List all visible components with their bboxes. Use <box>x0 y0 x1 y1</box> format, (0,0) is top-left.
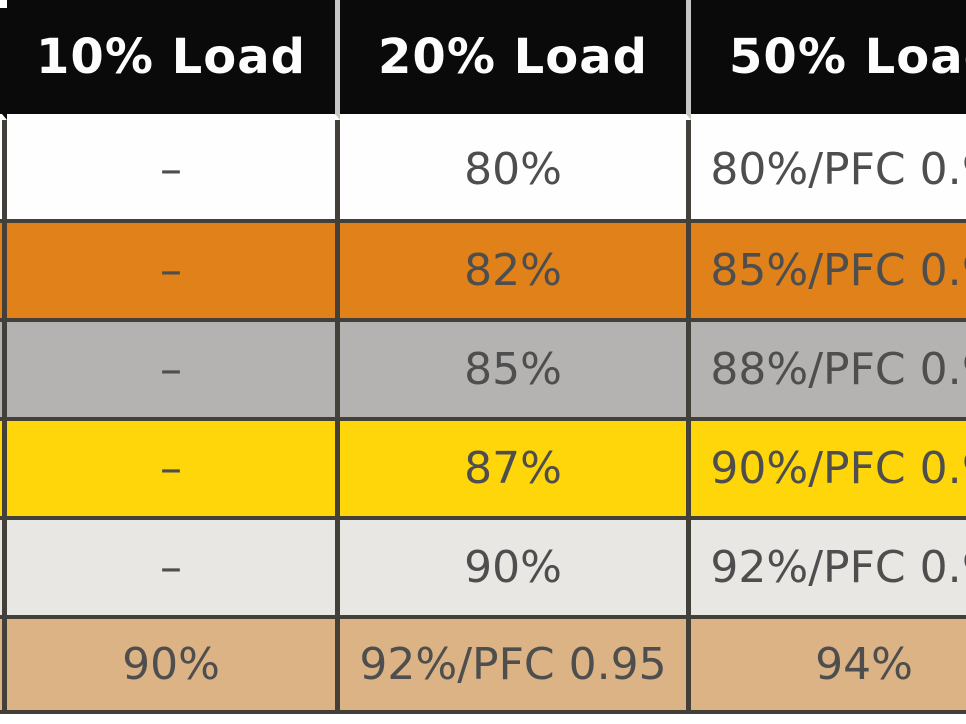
cropped-left-cell <box>0 120 7 219</box>
cropped-left-cell <box>0 219 7 318</box>
cropped-left-header-cell <box>0 0 7 120</box>
table-row-platinum: – 90% 92%/PFC 0.95 <box>0 516 966 615</box>
cell-10-load: – <box>7 219 340 318</box>
cell-20-load: 87% <box>340 417 691 516</box>
cell-20-load: 82% <box>340 219 691 318</box>
top-left-white-notch <box>0 0 7 8</box>
cell-50-load: 88%/PFC 0.90 <box>691 318 966 417</box>
cell-10-load: – <box>7 516 340 615</box>
cropped-left-cell <box>0 318 7 417</box>
cropped-left-cell <box>0 516 7 615</box>
cell-20-load: 92%/PFC 0.95 <box>340 615 691 714</box>
cell-20-load: 80% <box>340 120 691 219</box>
cell-20-load: 90% <box>340 516 691 615</box>
table-row-orange: – 82% 85%/PFC 0.90 <box>0 219 966 318</box>
cell-50-load: 90%/PFC 0.90 <box>691 417 966 516</box>
cell-10-load: – <box>7 120 340 219</box>
table-row-silver: – 85% 88%/PFC 0.90 <box>0 318 966 417</box>
cell-10-load: – <box>7 417 340 516</box>
cell-10-load: – <box>7 318 340 417</box>
cell-10-load: 90% <box>7 615 340 714</box>
header-row: 10% Load 20% Load 50% Load <box>0 0 966 120</box>
header-cell-50-load: 50% Load <box>691 0 966 120</box>
table-row-gold: – 87% 90%/PFC 0.90 <box>0 417 966 516</box>
table-row-white: – 80% 80%/PFC 0.90 <box>0 120 966 219</box>
cell-20-load: 85% <box>340 318 691 417</box>
table-row-titanium: 90% 92%/PFC 0.95 94% <box>0 615 966 714</box>
cropped-left-cell <box>0 417 7 516</box>
cell-50-load: 92%/PFC 0.95 <box>691 516 966 615</box>
cell-50-load: 94% <box>691 615 966 714</box>
header-cell-10-load: 10% Load <box>7 0 340 120</box>
cropped-left-cell <box>0 615 7 714</box>
cell-50-load: 80%/PFC 0.90 <box>691 120 966 219</box>
header-cell-20-load: 20% Load <box>340 0 691 120</box>
cell-50-load: 85%/PFC 0.90 <box>691 219 966 318</box>
